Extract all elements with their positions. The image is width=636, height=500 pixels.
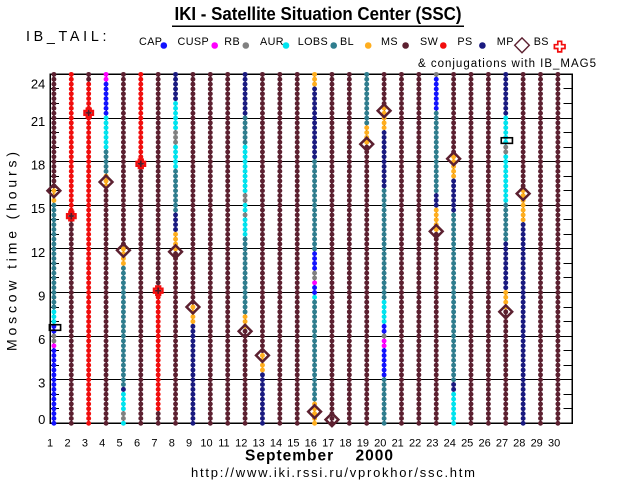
svg-text:24: 24	[31, 76, 45, 91]
svg-text:Moscow time (hours): Moscow time (hours)	[4, 152, 20, 351]
svg-text:15: 15	[31, 201, 45, 216]
svg-text:20: 20	[374, 438, 386, 450]
svg-text:8: 8	[169, 438, 175, 450]
svg-text:15: 15	[287, 438, 299, 450]
svg-text:19: 19	[357, 438, 369, 450]
svg-text:30: 30	[548, 438, 560, 450]
svg-text:16: 16	[305, 438, 317, 450]
svg-text:22: 22	[409, 438, 421, 450]
svg-text:MP: MP	[497, 36, 514, 48]
svg-text:21: 21	[392, 438, 404, 450]
svg-text:0: 0	[38, 412, 45, 427]
svg-text:AUR: AUR	[260, 36, 284, 48]
svg-text:LOBS: LOBS	[298, 36, 328, 48]
svg-text:RB: RB	[224, 36, 240, 48]
svg-text:1: 1	[47, 438, 53, 450]
svg-text:27: 27	[496, 438, 508, 450]
svg-text:3: 3	[38, 376, 45, 391]
svg-text:3: 3	[82, 438, 88, 450]
svg-text:10: 10	[200, 438, 212, 450]
svg-text:12: 12	[31, 245, 45, 260]
svg-text:7: 7	[151, 438, 157, 450]
svg-text:12: 12	[235, 438, 247, 450]
svg-text:9: 9	[38, 289, 45, 304]
svg-text:2: 2	[64, 438, 70, 450]
svg-text:24: 24	[444, 438, 456, 450]
svg-text:13: 13	[252, 438, 264, 450]
svg-text:4: 4	[99, 438, 105, 450]
svg-text:29: 29	[531, 438, 543, 450]
svg-text:9: 9	[186, 438, 192, 450]
svg-text:BL: BL	[340, 36, 354, 48]
svg-text:28: 28	[513, 438, 525, 450]
svg-text:18: 18	[31, 158, 45, 173]
svg-text:18: 18	[339, 438, 351, 450]
svg-text:September 2000: September 2000	[245, 448, 393, 465]
svg-text:11: 11	[218, 438, 229, 450]
svg-text:21: 21	[31, 114, 45, 129]
svg-text:14: 14	[270, 438, 282, 450]
svg-text:IKI - Satellite Situation Cent: IKI - Satellite Situation Center (SSC)	[175, 3, 462, 24]
svg-text:6: 6	[134, 438, 140, 450]
svg-text:23: 23	[426, 438, 438, 450]
svg-text:SW: SW	[420, 36, 439, 48]
svg-text:25: 25	[461, 438, 473, 450]
svg-text:MS: MS	[381, 36, 398, 48]
svg-text:CUSP: CUSP	[178, 36, 210, 48]
svg-text:PS: PS	[457, 36, 472, 48]
svg-text:& conjugations with IB_MAG5: & conjugations with IB_MAG5	[418, 58, 596, 70]
svg-text:BS: BS	[534, 36, 549, 48]
svg-text:17: 17	[322, 438, 334, 450]
svg-text:IB_TAIL:: IB_TAIL:	[26, 29, 110, 45]
svg-text:http://www.iki.rssi.ru/vprokho: http://www.iki.rssi.ru/vprokhor/ssc.htm	[191, 465, 475, 480]
svg-text:5: 5	[117, 438, 123, 450]
svg-text:6: 6	[38, 332, 45, 347]
svg-text:26: 26	[478, 438, 490, 450]
svg-text:CAP: CAP	[139, 36, 162, 48]
